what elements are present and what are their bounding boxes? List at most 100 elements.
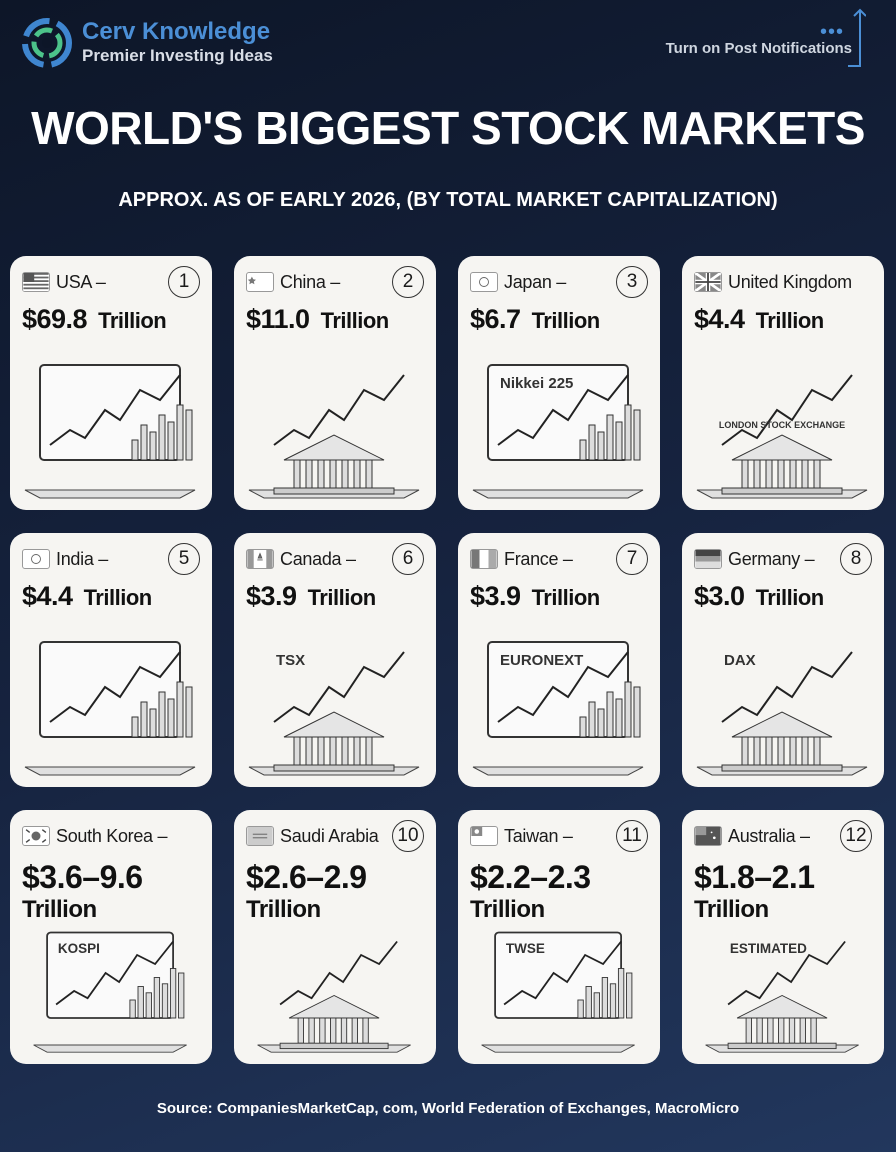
country-name: Australia – — [728, 825, 810, 846]
sketch-bar — [137, 986, 144, 1019]
rank-badge: 12 — [840, 820, 872, 852]
country-name: Taiwan – — [504, 825, 573, 846]
flag-saudi-arabia-icon — [246, 826, 274, 846]
market-card-france: France – 7 $3.9 Trillion EURONEXT — [458, 533, 660, 787]
sketch-bar — [153, 977, 161, 1019]
country-name: South Korea – — [56, 825, 168, 846]
market-cap-unit: Trillion — [755, 585, 825, 610]
sketch-platform — [24, 766, 196, 776]
card-header: South Korea – — [22, 820, 200, 852]
sketch-trend-line — [721, 374, 853, 446]
market-cap-value: $3.9 Trillion — [246, 581, 424, 612]
market-card-usa: USA – 1 $69.8 Trillion — [10, 256, 212, 510]
market-illustration — [20, 627, 202, 777]
sketch-bar — [597, 431, 605, 461]
sketch-trend-line — [49, 651, 181, 723]
market-cap-unit: Trillion — [694, 896, 769, 923]
market-illustration — [20, 350, 202, 500]
sketch-building — [279, 994, 389, 1050]
market-card-china: China – 2 $11.0 Trillion — [234, 256, 436, 510]
sketch-bar — [185, 686, 193, 738]
card-header: USA – — [22, 266, 200, 298]
sketch-bar — [158, 414, 166, 461]
sketch-trend-line — [497, 651, 629, 723]
market-cap-amount: $6.7 — [470, 304, 521, 334]
market-cap-value: $3.0 Trillion — [694, 581, 872, 612]
market-card-india: India – 5 $4.4 Trillion — [10, 533, 212, 787]
market-card-germany: Germany – 8 $3.0 Trillion DAX — [682, 533, 884, 787]
market-card-uk: United Kingdom $4.4 Trillion LONDON STOC… — [682, 256, 884, 510]
market-cap-amount: $2.6–2.9 — [246, 859, 367, 895]
card-header: Germany – — [694, 543, 872, 575]
market-card-australia: Australia – 12 $1.8–2.1 Trillion ESTIMAT… — [682, 810, 884, 1064]
sketch-trend-line — [721, 651, 853, 723]
country-name: China – — [280, 271, 340, 292]
country-name: India – — [56, 548, 108, 569]
market-card-taiwan: Taiwan – 11 $2.2–2.3 Trillion TWSE — [458, 810, 660, 1064]
market-cap-value: $3.6–9.6 Trillion — [22, 858, 200, 924]
card-header: Taiwan – — [470, 820, 648, 852]
illustration-label: LONDON STOCK EXCHANGE — [719, 420, 845, 430]
market-cap-amount: $3.9 — [470, 581, 521, 611]
sketch-building — [727, 994, 837, 1050]
sketch-bar — [178, 972, 185, 1019]
market-cap-amount: $3.9 — [246, 581, 297, 611]
market-cap-value: $3.9 Trillion — [470, 581, 648, 612]
sketch-trend-line — [503, 940, 622, 1006]
sketch-bar — [149, 431, 157, 461]
sketch-trend-line — [273, 651, 405, 723]
market-cap-unit: Trillion — [98, 308, 167, 333]
card-header: Saudi Arabia — [246, 820, 424, 852]
market-cap-amount: $69.8 — [22, 304, 88, 334]
arrow-up-icon — [848, 8, 866, 67]
market-card-japan: Japan – 3 $6.7 Trillion Nikkei 225 — [458, 256, 660, 510]
flag-usa-icon — [22, 272, 50, 292]
sketch-bar — [167, 421, 175, 461]
sketch-bar — [149, 708, 157, 738]
market-illustration: TSX — [244, 627, 426, 777]
market-cap-unit: Trillion — [307, 585, 377, 610]
country-name: Germany – — [728, 548, 815, 569]
flag-france-icon — [470, 549, 498, 569]
card-header: United Kingdom — [694, 266, 872, 298]
market-cap-value: $1.8–2.1 Trillion — [694, 858, 872, 924]
page-title: WORLD'S BIGGEST STOCK MARKETS — [31, 102, 865, 154]
sketch-bar — [601, 977, 609, 1019]
card-header: France – — [470, 543, 648, 575]
sketch-bar — [129, 999, 136, 1019]
market-card-canada: Canada – 6 $3.9 Trillion TSX — [234, 533, 436, 787]
sketch-platform — [472, 489, 644, 499]
illustration-label: KOSPI — [58, 941, 100, 956]
flag-canada-icon — [246, 549, 274, 569]
sketch-bar — [579, 439, 587, 461]
sketch-bar — [145, 992, 152, 1019]
market-illustration: ESTIMATED — [692, 919, 874, 1054]
sketch-trend-line — [273, 374, 405, 446]
country-name: USA – — [56, 271, 106, 292]
flag-china-icon — [246, 272, 274, 292]
rank-badge: 11 — [616, 820, 648, 852]
flag-india-icon — [22, 549, 50, 569]
sketch-trend-line — [497, 374, 629, 446]
illustration-label: ESTIMATED — [730, 941, 807, 956]
sketch-bar — [588, 424, 596, 461]
brand-tagline: Premier Investing Ideas — [82, 46, 273, 65]
sketch-bar — [626, 972, 633, 1019]
illustration-label: EURONEXT — [500, 652, 583, 669]
card-header: China – — [246, 266, 424, 298]
market-cap-amount: $4.4 — [22, 581, 73, 611]
sketch-platform — [24, 489, 196, 499]
sketch-bar — [597, 708, 605, 738]
market-cap-unit: Trillion — [531, 585, 601, 610]
sketch-bar — [624, 681, 632, 738]
market-cap-value: $6.7 Trillion — [470, 304, 648, 335]
market-cap-unit: Trillion — [83, 585, 153, 610]
brand-logo: Cerv Knowledge Premier Investing Ideas — [22, 18, 273, 68]
market-cap-value: $4.4 Trillion — [22, 581, 200, 612]
market-cap-value: $69.8 Trillion — [22, 304, 200, 335]
market-cap-amount: $11.0 — [246, 304, 310, 334]
rank-badge: 7 — [616, 543, 648, 575]
flag-germany-icon — [694, 549, 722, 569]
sketch-bar — [633, 409, 641, 461]
brand-name: Cerv Knowledge — [82, 18, 271, 45]
